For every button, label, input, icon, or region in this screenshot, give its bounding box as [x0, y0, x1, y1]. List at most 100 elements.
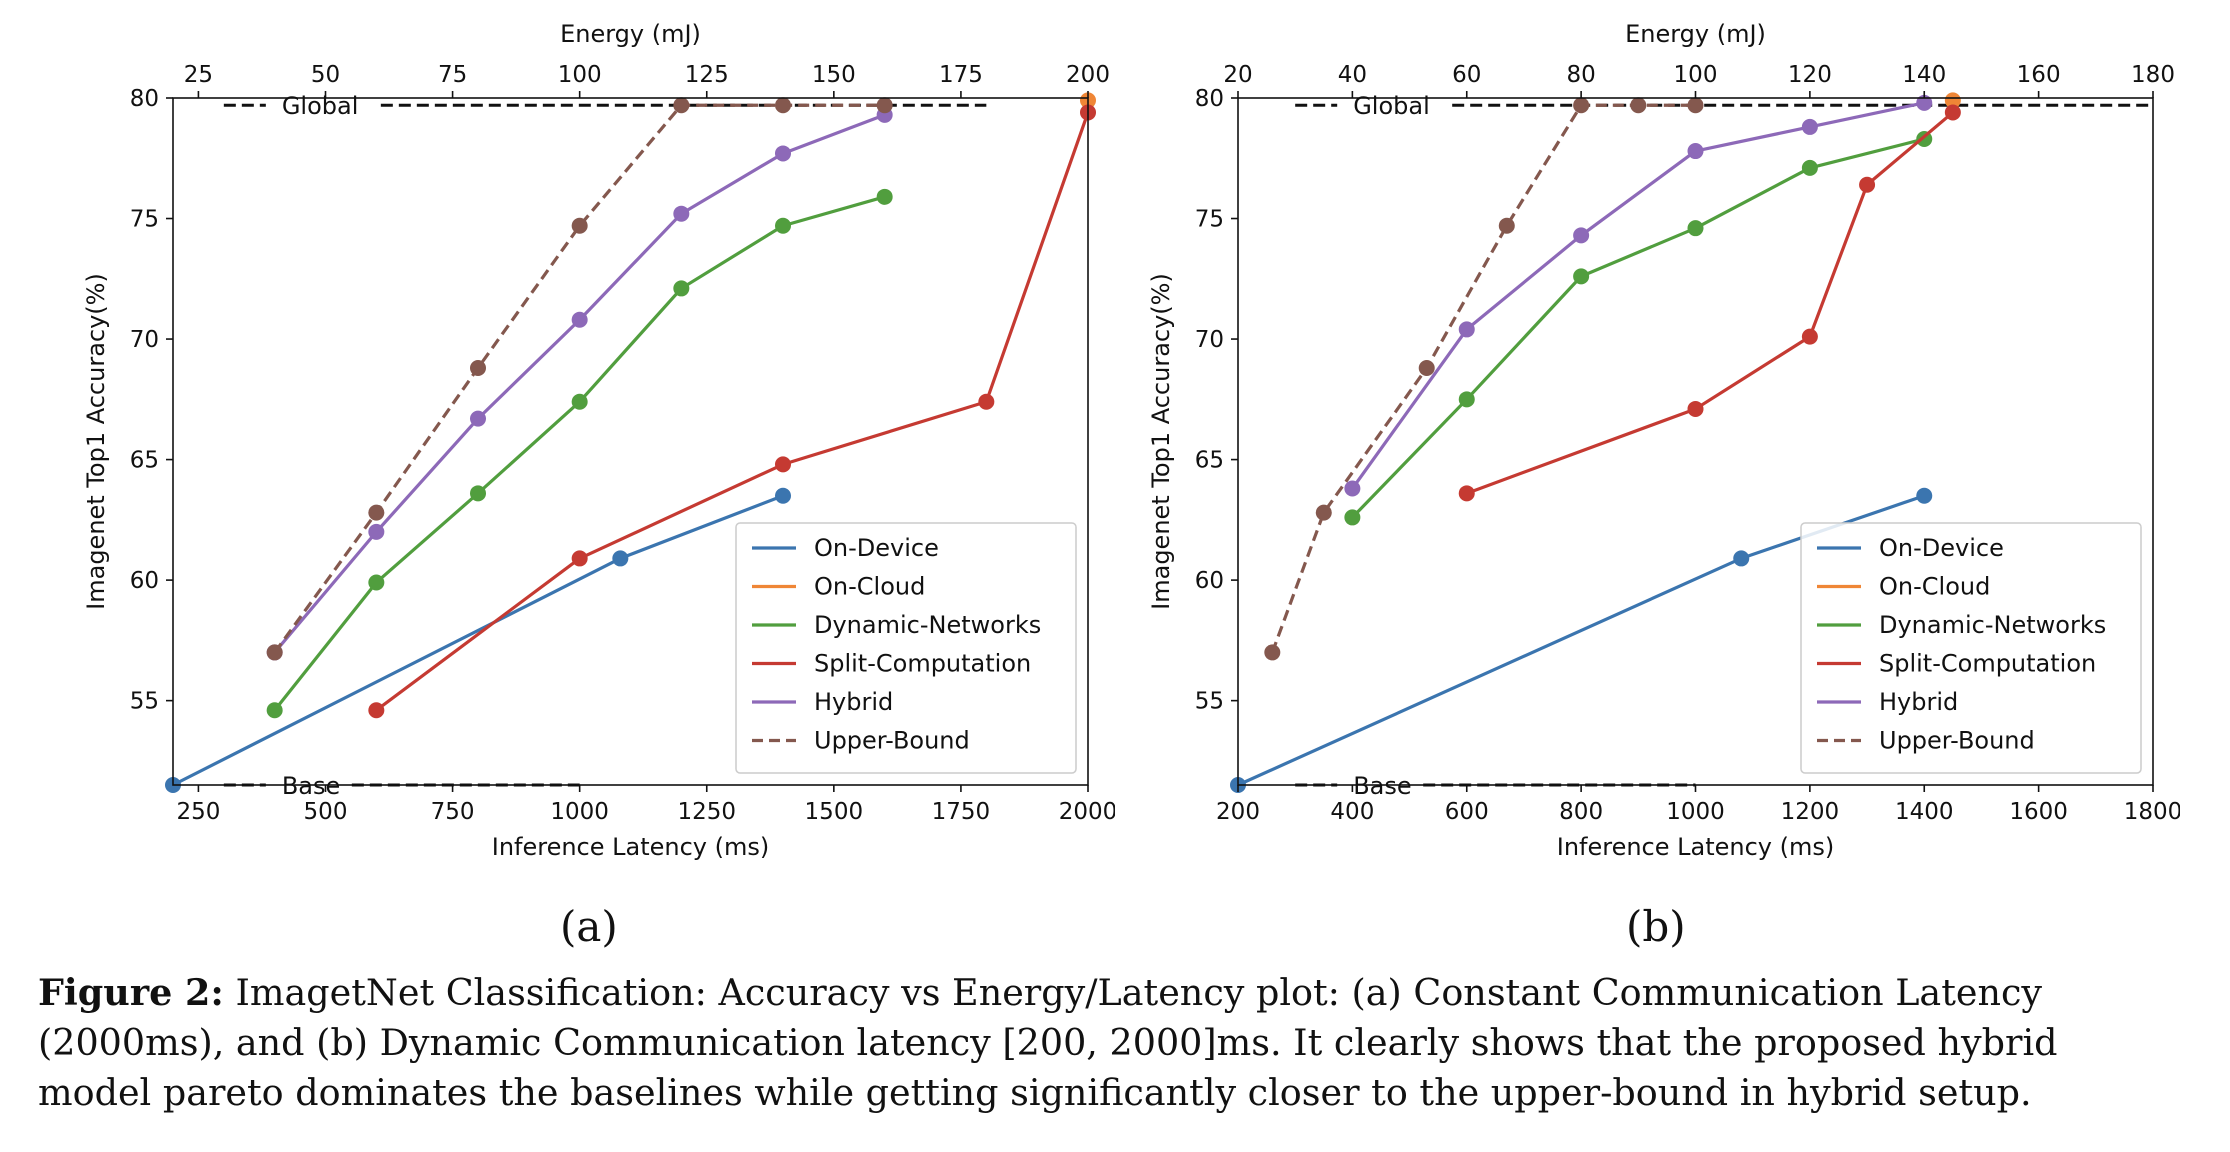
chart-a-series-dynamic-networks-point — [571, 393, 588, 410]
chart-a-x2-tick-label: 150 — [812, 62, 856, 88]
chart-b-x2-tick-label: 100 — [1674, 62, 1718, 88]
chart-b-y-tick-label: 65 — [1195, 448, 1224, 474]
chart-a-y-tick-label: 60 — [130, 568, 159, 594]
chart-b-x2-tick-label: 80 — [1566, 62, 1595, 88]
chart-b-x-tick-label: 800 — [1559, 799, 1603, 825]
chart-a-x-tick-label: 1250 — [677, 799, 736, 825]
chart-a-x2-tick-label: 75 — [438, 62, 467, 88]
chart-b-legend — [1800, 522, 2142, 774]
chart-b-legend-label-hybrid: Hybrid — [1879, 688, 1958, 716]
caption-line-2: (2000ms), and (b) Dynamic Communication … — [38, 1021, 2058, 1064]
chart-a-series-hybrid-point — [775, 145, 791, 162]
chart-b-series-upper-bound-point — [1418, 359, 1435, 376]
chart-a-series-upper-bound-point — [368, 504, 385, 521]
chart-a-series-on-device-point — [775, 487, 791, 504]
chart-a-legend-label-on-device: On-Device — [814, 534, 939, 562]
chart-a-x-tick-label: 750 — [431, 799, 475, 825]
chart-a-x-tick-label: 1000 — [550, 799, 609, 825]
chart-a-y-tick-label: 65 — [130, 448, 159, 474]
chart-b-x-tick-label: 1800 — [2124, 799, 2180, 825]
chart-a-x2-tick-label: 100 — [558, 62, 602, 88]
chart-b-y-tick-label: 75 — [1195, 207, 1224, 233]
chart-b-base-label: Base — [1353, 772, 1411, 800]
chart-b-x2-tick-label: 40 — [1338, 62, 1367, 88]
chart-b-series-dynamic-networks-point — [1573, 268, 1590, 285]
chart-b-series-upper-bound-point — [1498, 217, 1515, 234]
chart-b-series-split-computation-point — [1458, 485, 1475, 502]
chart-a-legend-label-hybrid: Hybrid — [814, 688, 893, 716]
chart-b-series-split-computation-point — [1801, 328, 1818, 345]
chart-a-x-tick-label: 1500 — [805, 799, 864, 825]
chart-b-y-axis-label: Imagenet Top1 Accuracy(%) — [1147, 273, 1175, 610]
chart-a-legend-label-on-cloud: On-Cloud — [814, 573, 925, 601]
chart-a-x2-tick-label: 25 — [184, 62, 213, 88]
chart-b-legend-label-on-device: On-Device — [1879, 534, 2004, 562]
chart-a-base-label: Base — [282, 772, 340, 800]
chart-b-global-label: Global — [1353, 92, 1430, 120]
chart-a-x2-tick-label: 200 — [1066, 62, 1110, 88]
chart-a-series-hybrid-point — [470, 410, 486, 427]
subfigure-label-b: (b) — [1626, 902, 1686, 951]
chart-a-y-tick-label: 55 — [130, 689, 159, 715]
chart-a-y-tick-label: 70 — [130, 327, 159, 353]
chart-a-legend-label-split-computation: Split-Computation — [814, 650, 1031, 678]
chart-b-series-on-device-point — [1733, 550, 1750, 567]
figure-caption: Figure 2: ImagetNet Classification: Accu… — [38, 968, 2218, 1118]
chart-a-series-upper-bound-point — [470, 359, 486, 376]
chart-b-series-split-computation-point — [1859, 176, 1876, 193]
chart-b-legend-label-split-computation: Split-Computation — [1879, 650, 2096, 678]
chart-a-legend-label-dynamic-networks: Dynamic-Networks — [814, 611, 1041, 639]
chart-a-series-upper-bound-point — [775, 97, 791, 114]
chart-b-x2-axis-label: Energy (mJ) — [1625, 20, 1766, 48]
chart-a-series-dynamic-networks-point — [368, 574, 385, 591]
chart-a-y-tick-label: 75 — [130, 207, 159, 233]
caption-line-3: model pareto dominates the baselines whi… — [38, 1071, 2032, 1114]
chart-b-x-tick-label: 1200 — [1781, 799, 1840, 825]
chart-b-x-tick-label: 1600 — [2009, 799, 2068, 825]
caption-line-1: Figure 2: ImagetNet Classification: Accu… — [38, 968, 2218, 1018]
chart-b-series-hybrid-point — [1573, 227, 1590, 244]
chart-a-legend-label-upper-bound: Upper-Bound — [814, 727, 970, 755]
chart-a-series-hybrid-point — [368, 523, 385, 540]
chart-b-series-hybrid-point — [1458, 321, 1475, 338]
chart-b-legend-label-upper-bound: Upper-Bound — [1879, 727, 2035, 755]
chart-b-series-upper-bound-point — [1630, 97, 1647, 114]
caption-text-1: ImagetNet Classification: Accuracy vs En… — [223, 971, 2043, 1014]
chart-a-series-hybrid-point — [571, 311, 588, 328]
chart-a-x2-axis-label: Energy (mJ) — [560, 20, 701, 48]
chart-a-series-split-computation-point — [571, 550, 588, 567]
chart-b-series-upper-bound-point — [1573, 97, 1590, 114]
chart-b-series-dynamic-networks-point — [1801, 159, 1818, 176]
chart-a-series-upper-bound-point — [673, 97, 690, 114]
chart-b-x-tick-label: 400 — [1330, 799, 1374, 825]
chart-b: Global Base 200 400 600 800 1000 1200 1400 1600 18… — [1147, 20, 2180, 861]
chart-b-x2-tick-label: 160 — [2017, 62, 2061, 88]
chart-a-series-upper-bound-point — [266, 644, 283, 661]
chart-b-series-hybrid-point — [1344, 480, 1361, 497]
chart-a-x2-tick-label: 175 — [939, 62, 983, 88]
chart-b-series-split-computation-point — [1687, 400, 1704, 417]
chart-a-global-label: Global — [282, 92, 359, 120]
chart-b-series-split-computation-point — [1944, 104, 1961, 121]
chart-a-series-upper-bound-point — [876, 97, 893, 114]
chart-b-series-on-device-point — [1916, 487, 1933, 504]
chart-a-series-dynamic-networks-point — [266, 702, 283, 719]
chart-a-series-on-device-line — [172, 494, 784, 787]
chart-b-y-tick-label: 55 — [1195, 689, 1224, 715]
chart-a-plot-frame — [172, 97, 1089, 786]
chart-a-series-dynamic-networks-point — [775, 217, 791, 234]
chart-b-series-hybrid-line — [1351, 101, 1925, 490]
chart-b-series-dynamic-networks-point — [1687, 220, 1704, 237]
chart-b-x2-tick-label: 120 — [1788, 62, 1832, 88]
chart-b-series-dynamic-networks-point — [1458, 391, 1475, 408]
chart-b-x2-tick-label: 60 — [1452, 62, 1481, 88]
chart-b-y-tick-label: 80 — [1195, 86, 1224, 112]
subfigure-label-a: (a) — [560, 902, 618, 951]
chart-b-x-tick-label: 200 — [1216, 799, 1260, 825]
chart-a-x-tick-label: 500 — [304, 799, 348, 825]
chart-b-x-tick-label: 600 — [1445, 799, 1489, 825]
chart-b-series-upper-bound-point — [1315, 504, 1332, 521]
chart-b-series-upper-bound-point — [1264, 644, 1281, 661]
chart-b-series-dynamic-networks-point — [1344, 509, 1361, 526]
